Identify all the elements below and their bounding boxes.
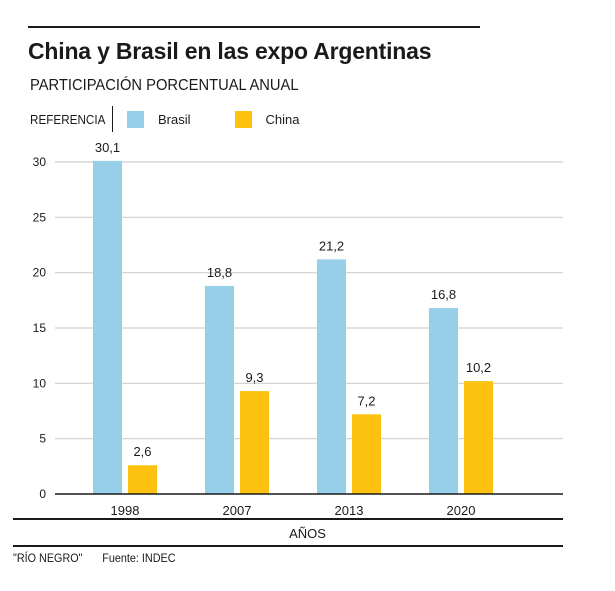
value-label: 7,2 bbox=[357, 393, 375, 408]
legend-swatch-china bbox=[234, 110, 252, 128]
bar-china bbox=[464, 381, 493, 494]
bar-china bbox=[240, 391, 269, 494]
legend-title: REFERENCIA bbox=[30, 111, 106, 127]
legend-label-brasil: Brasil bbox=[158, 111, 191, 127]
bar-brasil bbox=[429, 308, 458, 494]
footer: "RÍO NEGRO" Fuente: INDEC bbox=[13, 551, 176, 565]
y-tick-label: 5 bbox=[39, 432, 46, 446]
x-tick-label: 2013 bbox=[335, 503, 364, 518]
x-axis-label: AÑOS bbox=[289, 526, 326, 541]
axis-label-rule-top bbox=[13, 518, 563, 520]
bar-china bbox=[352, 414, 381, 494]
legend-separator bbox=[112, 106, 113, 132]
x-tick-label: 2007 bbox=[223, 503, 252, 518]
bars bbox=[93, 160, 493, 495]
footer-source: Fuente: INDEC bbox=[102, 551, 176, 565]
value-label: 16,8 bbox=[431, 287, 456, 302]
chart-subtitle: PARTICIPACIÓN PORCENTUAL ANUAL bbox=[30, 77, 299, 94]
legend-swatch-brasil bbox=[127, 110, 144, 128]
bar-brasil bbox=[317, 259, 346, 494]
axis-label-rule-bottom bbox=[13, 545, 563, 547]
bar-brasil bbox=[205, 285, 234, 494]
value-label: 10,2 bbox=[466, 360, 491, 375]
y-tick-label: 10 bbox=[33, 376, 47, 390]
chart-title: China y Brasil en las expo Argentinas bbox=[28, 38, 432, 64]
legend-label-china: China bbox=[265, 111, 300, 127]
x-tick-label: 2020 bbox=[447, 503, 476, 518]
value-label: 18,8 bbox=[207, 265, 232, 280]
value-labels: 30,1 2,6 18,8 9,3 21,2 7,2 16,8 10,2 bbox=[95, 140, 491, 459]
x-axis-ticks: 1998 2007 2013 2020 bbox=[55, 493, 563, 518]
y-tick-label: 30 bbox=[33, 155, 47, 169]
y-tick-label: 25 bbox=[33, 210, 47, 224]
y-axis-ticks: 0 5 10 15 20 25 30 bbox=[33, 155, 47, 501]
x-tick-label: 1998 bbox=[111, 503, 140, 518]
y-tick-label: 0 bbox=[39, 487, 46, 501]
value-label: 2,6 bbox=[133, 444, 151, 459]
legend: REFERENCIA Brasil China bbox=[30, 106, 343, 132]
bar-brasil bbox=[93, 160, 122, 495]
value-label: 21,2 bbox=[319, 238, 344, 253]
y-tick-label: 20 bbox=[33, 266, 47, 280]
bar-china bbox=[128, 465, 157, 494]
footer-credit: "RÍO NEGRO" bbox=[13, 551, 83, 565]
top-rule bbox=[28, 26, 480, 28]
y-tick-label: 15 bbox=[33, 321, 47, 335]
value-label: 30,1 bbox=[95, 140, 120, 155]
value-label: 9,3 bbox=[245, 370, 263, 385]
